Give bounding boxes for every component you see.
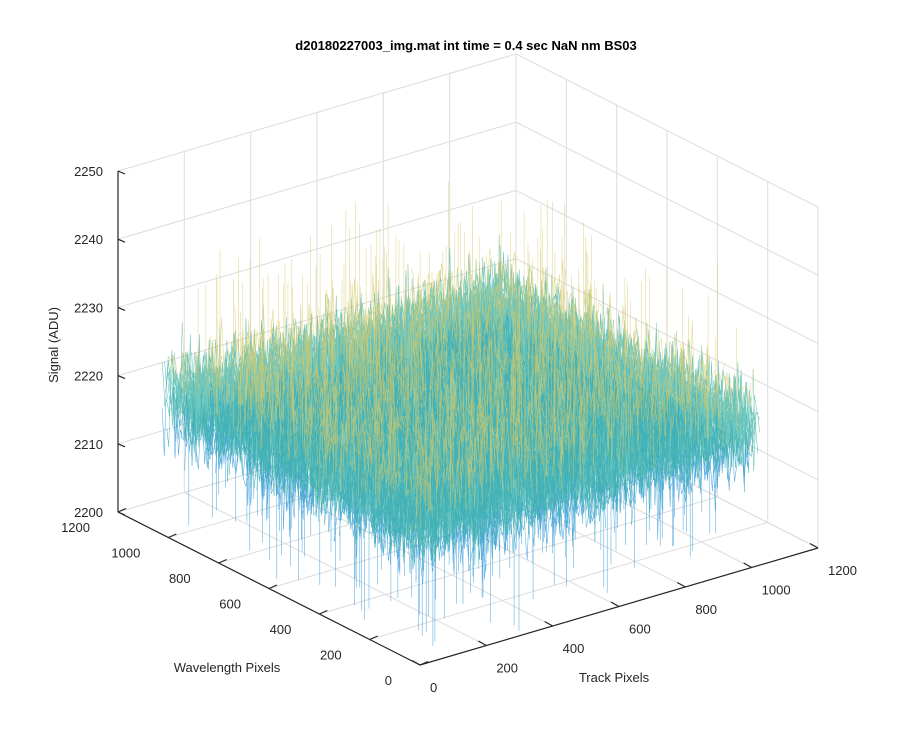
- floor-grid-line-y: [319, 496, 718, 615]
- x-tick-mark: [743, 562, 752, 569]
- y-tick-mark: [218, 558, 227, 564]
- z-tick-label: 2200: [74, 505, 103, 520]
- z-axis-label: Signal (ADU): [46, 307, 61, 383]
- back-wall-grid-line-z: [117, 53, 517, 172]
- z-tick-mark: [117, 170, 126, 175]
- side-wall-grid-line-z: [515, 53, 819, 208]
- x-tick-label: 1200: [828, 563, 857, 578]
- z-tick-mark: [117, 238, 126, 243]
- y-tick-mark: [268, 584, 278, 590]
- y-tick-label: 800: [169, 571, 191, 586]
- side-wall-grid-line-z: [515, 189, 819, 344]
- y-tick-mark: [369, 635, 378, 641]
- surface-mesh: [162, 181, 760, 646]
- x-tick-mark: [610, 601, 620, 608]
- y-tick-label: 1200: [61, 520, 90, 535]
- x-tick-mark: [478, 640, 487, 647]
- y-tick-label: 0: [385, 673, 392, 688]
- x-tick-label: 600: [629, 622, 651, 637]
- y-tick-mark: [117, 507, 127, 513]
- z-tick-label: 2230: [74, 300, 103, 315]
- back-wall-grid-line-z: [117, 121, 517, 240]
- x-tick-label: 400: [563, 641, 585, 656]
- x-tick-mark: [677, 581, 686, 588]
- x-tick-label: 1000: [762, 583, 791, 598]
- y-tick-mark: [319, 609, 328, 615]
- z-tick-label: 2250: [74, 164, 103, 179]
- tick-labels: 0 200 400 600 800 1000 1200 0 200 400 600 800 1000 12…: [61, 164, 857, 695]
- z-tick-mark: [117, 375, 126, 380]
- floor-grid-line-y: [369, 522, 768, 640]
- z-tick-mark: [117, 306, 126, 311]
- surface-high-signal: [168, 181, 754, 532]
- chart-title: d20180227003_img.mat int time = 0.4 sec …: [295, 38, 636, 53]
- x-tick-label: 0: [430, 680, 437, 695]
- y-tick-mark: [419, 660, 429, 666]
- z-tick-label: 2220: [74, 369, 103, 384]
- y-tick-mark: [168, 533, 177, 539]
- side-wall-grid-line-z: [515, 121, 819, 276]
- x-tick-mark: [809, 542, 819, 549]
- z-tick-label: 2240: [74, 232, 103, 247]
- x-tick-mark: [544, 620, 553, 627]
- y-axis-label: Wavelength Pixels: [174, 660, 281, 675]
- z-tick-mark: [117, 511, 126, 516]
- y-tick-label: 200: [320, 648, 342, 663]
- z-tick-label: 2210: [74, 437, 103, 452]
- z-tick-mark: [117, 443, 126, 448]
- back-wall-grid-line-z: [117, 189, 517, 308]
- x-axis-label: Track Pixels: [579, 670, 650, 685]
- axes: [117, 170, 819, 666]
- x-tick-mark: [411, 659, 421, 666]
- x-tick-label: 800: [695, 602, 717, 617]
- y-tick-label: 400: [270, 622, 292, 637]
- y-tick-label: 600: [219, 597, 241, 612]
- y-tick-label: 1000: [111, 546, 140, 561]
- x-tick-label: 200: [496, 661, 518, 676]
